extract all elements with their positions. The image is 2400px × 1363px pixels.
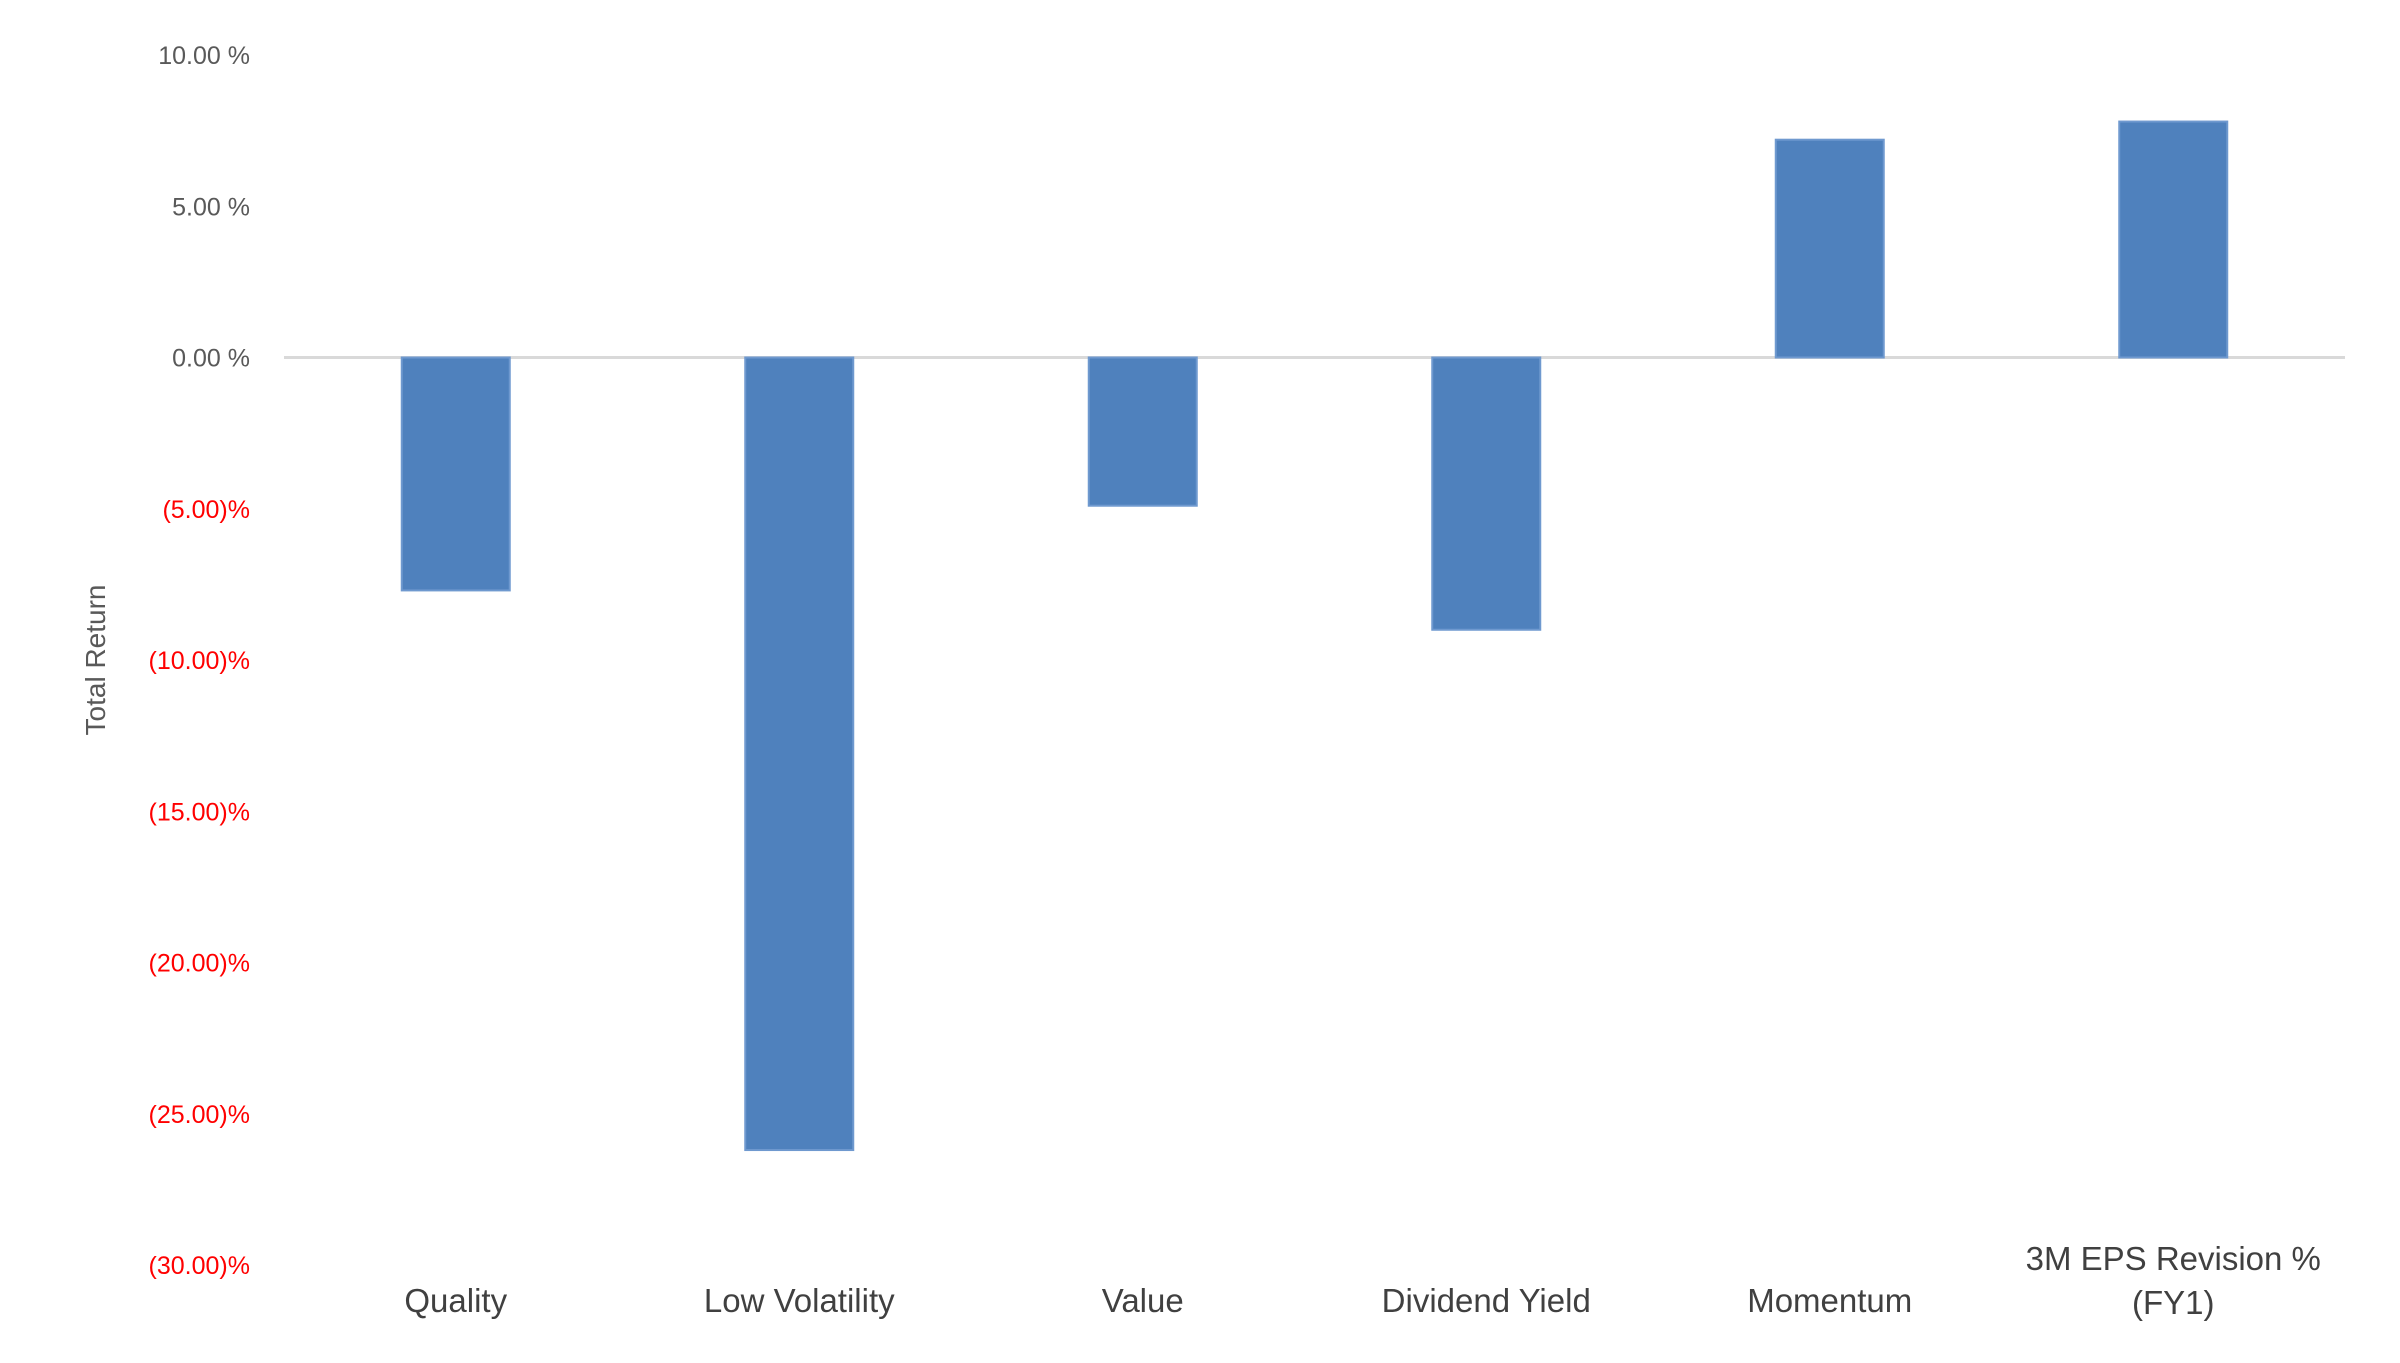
y-tick-label: (5.00)% — [162, 496, 250, 524]
y-tick-label: (30.00)% — [149, 1252, 250, 1280]
x-category-label: Low Volatility — [704, 1282, 895, 1319]
y-tick-label: (20.00)% — [149, 950, 250, 978]
x-category-label: 3M EPS Revision % — [2026, 1240, 2321, 1277]
y-tick-label: (10.00)% — [149, 647, 250, 675]
x-category-label: (FY1) — [2132, 1284, 2215, 1321]
y-tick-label: (15.00)% — [149, 798, 250, 826]
bar — [1431, 356, 1542, 631]
y-axis-title: Total Return — [80, 585, 111, 736]
bar — [400, 356, 511, 592]
y-tick-label: 5.00 % — [172, 193, 250, 221]
y-tick-label: 0.00 % — [172, 345, 250, 373]
x-category-label: Value — [1102, 1282, 1184, 1319]
x-category-label: Momentum — [1747, 1282, 1912, 1319]
x-category-label: Dividend Yield — [1382, 1282, 1591, 1319]
bar — [1774, 138, 1885, 359]
bar — [1087, 356, 1198, 507]
bar — [744, 356, 855, 1152]
bar — [2118, 120, 2229, 359]
y-tick-label: (25.00)% — [149, 1101, 250, 1129]
y-tick-label: 10.00 % — [158, 42, 250, 70]
x-category-label: Quality — [404, 1282, 507, 1319]
